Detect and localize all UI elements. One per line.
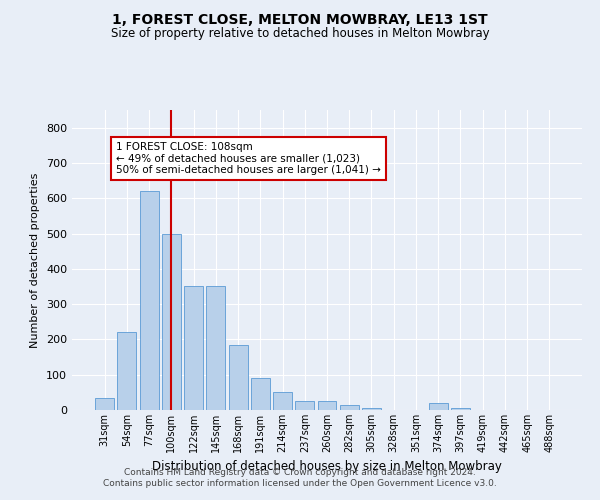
Bar <box>429 403 448 410</box>
Bar <box>295 401 314 410</box>
Y-axis label: Number of detached properties: Number of detached properties <box>31 172 40 348</box>
Bar <box>95 398 114 410</box>
Bar <box>362 408 381 410</box>
Bar <box>317 401 337 410</box>
Text: 1, FOREST CLOSE, MELTON MOWBRAY, LE13 1ST: 1, FOREST CLOSE, MELTON MOWBRAY, LE13 1S… <box>112 12 488 26</box>
Bar <box>451 408 470 410</box>
Bar <box>162 234 181 410</box>
Text: Size of property relative to detached houses in Melton Mowbray: Size of property relative to detached ho… <box>110 28 490 40</box>
Bar <box>251 378 270 410</box>
Bar <box>340 404 359 410</box>
Bar <box>140 191 158 410</box>
X-axis label: Distribution of detached houses by size in Melton Mowbray: Distribution of detached houses by size … <box>152 460 502 473</box>
Bar <box>273 392 292 410</box>
Text: Contains HM Land Registry data © Crown copyright and database right 2024.
Contai: Contains HM Land Registry data © Crown c… <box>103 468 497 487</box>
Text: 1 FOREST CLOSE: 108sqm
← 49% of detached houses are smaller (1,023)
50% of semi-: 1 FOREST CLOSE: 108sqm ← 49% of detached… <box>116 142 380 175</box>
Bar <box>206 286 225 410</box>
Bar <box>118 332 136 410</box>
Bar <box>229 344 248 410</box>
Bar <box>184 286 203 410</box>
